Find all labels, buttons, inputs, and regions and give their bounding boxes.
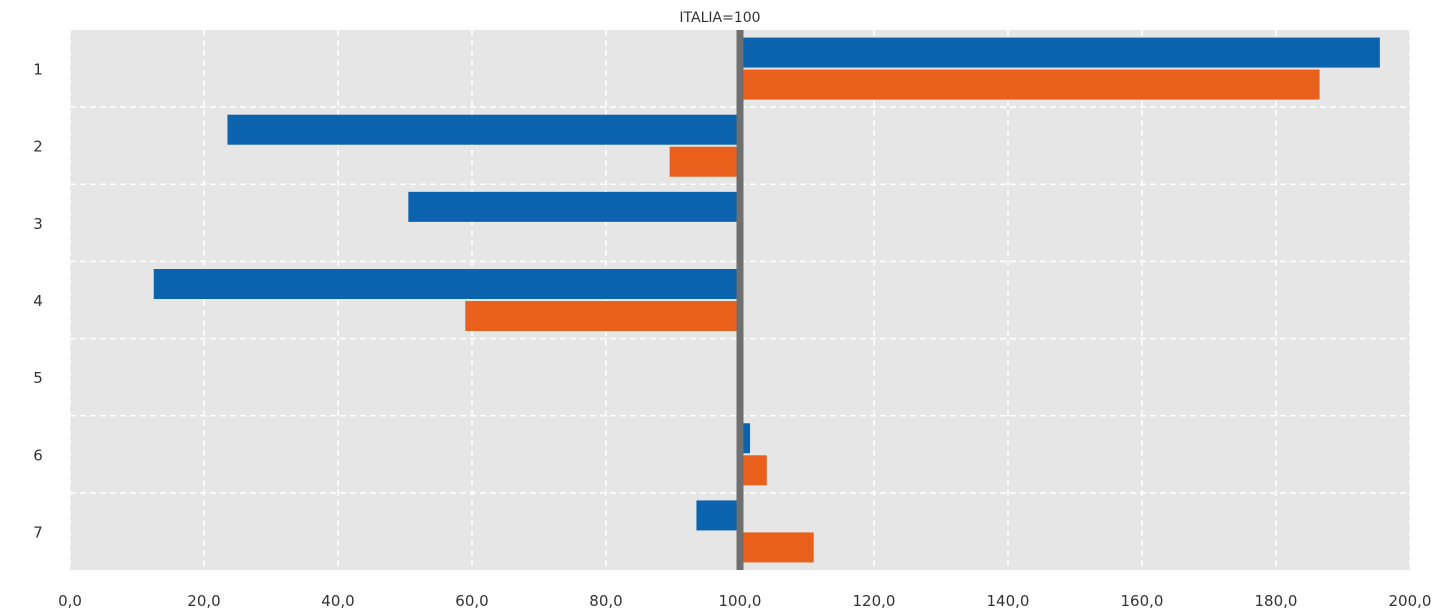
y-tick-label: 1 xyxy=(33,61,43,79)
bar-series-1-cat-3 xyxy=(408,191,740,222)
y-tick-label: 4 xyxy=(33,292,43,310)
x-tick-label: 140,0 xyxy=(987,592,1030,610)
x-tick-label: 120,0 xyxy=(853,592,896,610)
x-tick-label: 200,0 xyxy=(1389,592,1432,610)
bar-series-1-cat-2 xyxy=(227,114,740,145)
x-tick-label: 180,0 xyxy=(1255,592,1298,610)
bar-series-1-cat-1 xyxy=(740,37,1380,68)
x-axis-ticks: 0,0 20,0 40,0 60,0 80,0 100,0 120,0 140,0 160,0 1… xyxy=(58,592,1431,610)
x-tick-label: 100,0 xyxy=(719,592,762,610)
y-tick-label: 6 xyxy=(33,446,43,464)
y-tick-label: 5 xyxy=(33,369,43,387)
bar-series-2-cat-7 xyxy=(740,532,814,563)
x-tick-label: 160,0 xyxy=(1121,592,1164,610)
bar-series-2-cat-1 xyxy=(740,69,1320,100)
y-tick-label: 7 xyxy=(33,523,43,541)
x-tick-label: 20,0 xyxy=(187,592,220,610)
bars-group xyxy=(153,37,1380,563)
chart-title: ITALIA=100 xyxy=(679,10,760,26)
bar-series-1-cat-4 xyxy=(153,269,740,299)
bar-series-2-cat-4 xyxy=(465,301,740,331)
bar-series-1-cat-6 xyxy=(740,423,751,454)
x-tick-label: 60,0 xyxy=(455,592,488,610)
y-axis-ticks: 1 2 3 4 5 6 7 xyxy=(33,61,43,542)
x-tick-label: 0,0 xyxy=(58,592,82,610)
x-tick-label: 80,0 xyxy=(589,592,622,610)
bar-series-2-cat-6 xyxy=(740,455,767,486)
y-tick-label: 2 xyxy=(33,138,43,156)
y-tick-label: 3 xyxy=(33,215,43,233)
x-tick-label: 40,0 xyxy=(321,592,354,610)
bar-series-2-cat-2 xyxy=(669,146,740,177)
bar-series-1-cat-7 xyxy=(696,500,740,531)
